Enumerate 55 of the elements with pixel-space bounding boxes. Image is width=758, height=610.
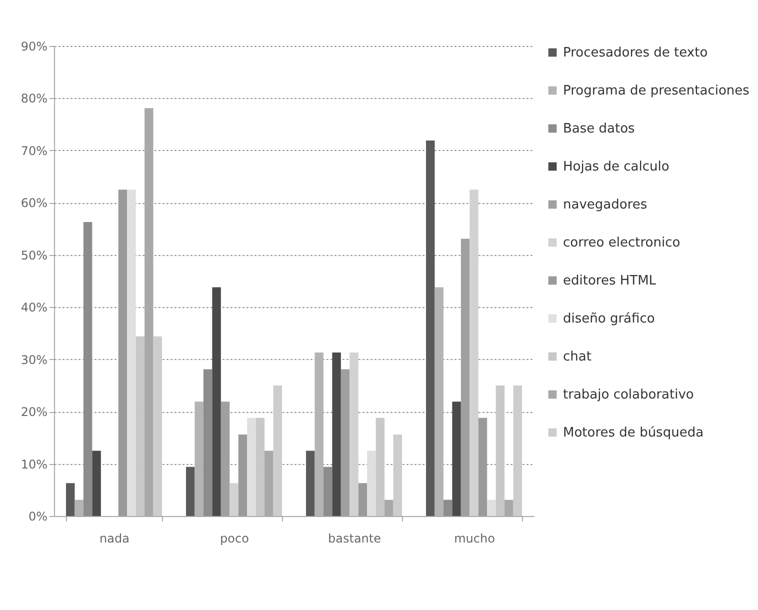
legend-label: trabajo colaborativo [563, 388, 694, 402]
bar [393, 434, 402, 516]
y-tick-label: 50% [20, 248, 48, 262]
bar [306, 450, 315, 516]
y-tick-label: 0% [28, 510, 48, 524]
y-tick-label: 90% [20, 40, 48, 54]
legend-label: editores HTML [563, 274, 657, 288]
bar [443, 500, 452, 516]
legend-label: navegadores [563, 198, 648, 212]
x-tick-label: poco [220, 532, 249, 546]
bar [470, 190, 478, 516]
bar [358, 483, 368, 516]
y-tick-label: 30% [20, 352, 48, 367]
bar [92, 450, 101, 516]
bar [186, 466, 195, 516]
bar [452, 402, 461, 516]
y-tick-label: 40% [20, 300, 48, 315]
bar [376, 418, 385, 516]
x-tick-label: mucho [454, 532, 495, 546]
legend-label: chat [563, 350, 592, 364]
bar [203, 369, 212, 516]
y-tick-label: 20% [20, 405, 48, 420]
bar [230, 483, 238, 516]
legend-label: Base datos [563, 122, 636, 136]
y-tick-label: 80% [20, 92, 48, 106]
bar [66, 483, 75, 516]
bar [332, 352, 341, 516]
x-tick-label: bastante [328, 532, 381, 546]
legend-label: Procesadores de texto [563, 46, 708, 60]
bar [426, 140, 435, 516]
bar [127, 190, 136, 516]
bar [496, 385, 505, 516]
legend-label: correo electronico [563, 236, 680, 250]
bar [153, 336, 162, 516]
bar [136, 336, 145, 516]
bar [513, 385, 522, 516]
bar [350, 352, 358, 516]
y-tick-label: 60% [20, 196, 48, 210]
legend-label: Hojas de calculo [563, 160, 670, 174]
bar [247, 418, 256, 516]
x-tick-label: nada [100, 532, 130, 546]
bar [212, 287, 221, 516]
bar [323, 466, 332, 516]
bar [487, 500, 496, 516]
bar [367, 450, 376, 516]
bar [238, 434, 248, 516]
y-tick-label: 10% [20, 457, 48, 472]
bar [118, 190, 128, 516]
bar [273, 385, 282, 516]
bar [83, 222, 92, 516]
legend-label: Programa de presentaciones [563, 84, 750, 98]
bar [256, 418, 265, 516]
y-tick-label: 70% [20, 144, 48, 158]
legend-label: Motores de búsqueda [563, 426, 704, 440]
legend-label: diseño gráfico [563, 312, 655, 326]
